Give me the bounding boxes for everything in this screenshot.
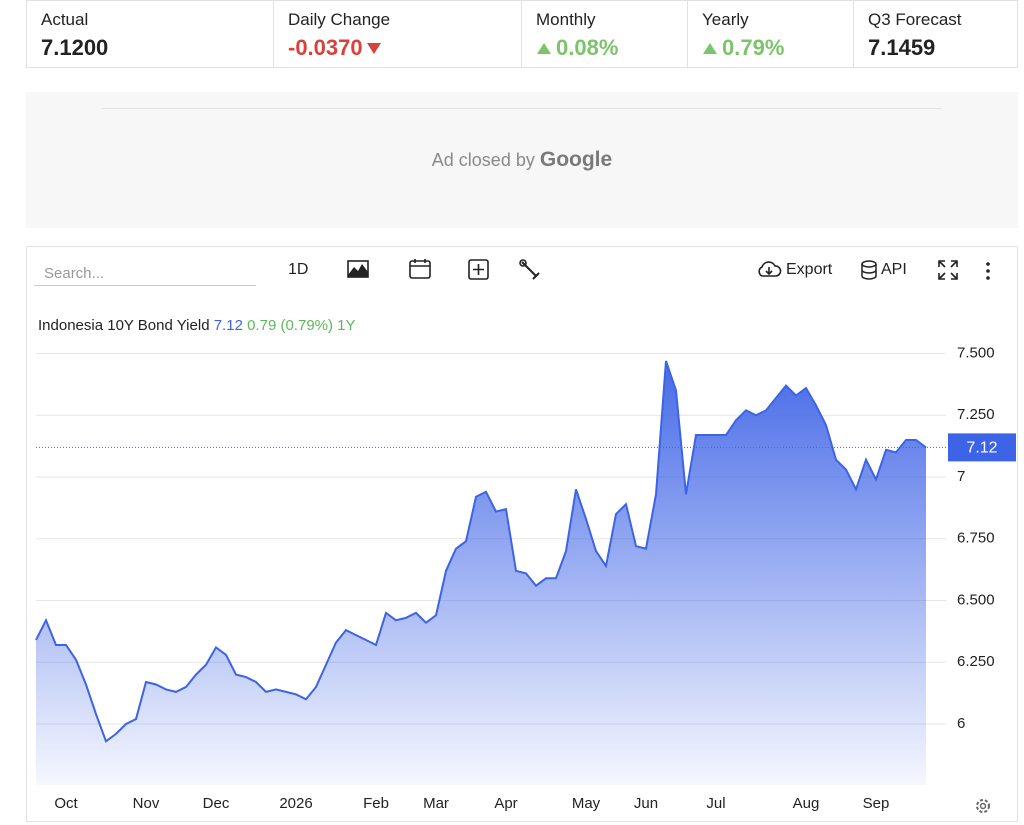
ad-divider [102, 108, 942, 109]
stat-daily: Daily Change -0.0370 [273, 0, 522, 68]
stat-label: Q3 Forecast [868, 10, 962, 29]
stat-actual: Actual 7.1200 [26, 0, 274, 68]
stat-value: 0.08% [556, 35, 619, 60]
api-icon[interactable] [859, 259, 879, 281]
stat-value: 7.1200 [41, 35, 109, 60]
more-icon[interactable] [980, 260, 996, 282]
ad-text-row: Ad closed by Google [26, 148, 1018, 172]
stat-monthly: Monthly 0.08% [521, 0, 688, 68]
chart-container [26, 246, 1018, 822]
up-arrow [537, 43, 551, 54]
interval-button[interactable]: 1D [288, 261, 309, 278]
calendar-icon[interactable] [408, 257, 432, 281]
stat-label: Daily Change [288, 10, 391, 29]
up-arrow [703, 43, 717, 54]
ad-box: Ad closed by Google [26, 92, 1018, 228]
stat-value: 0.79% [722, 35, 785, 60]
ad-brand: Google [539, 148, 613, 171]
add-indicator-icon[interactable] [467, 258, 491, 282]
down-arrow [366, 43, 381, 54]
stat-value-row: 0.79% [702, 35, 839, 61]
stat-forecast: Q3 Forecast 7.1459 [853, 0, 1018, 68]
search-input[interactable]: Search... [34, 262, 256, 286]
chart-type-icon[interactable] [346, 258, 370, 280]
stat-value-row: 0.08% [536, 35, 673, 61]
export-icon[interactable] [756, 259, 782, 281]
fullscreen-icon[interactable] [936, 258, 960, 282]
export-button[interactable]: Export [786, 261, 833, 278]
gear-icon[interactable] [972, 795, 994, 817]
stat-label: Yearly [702, 10, 749, 29]
settings-wrench-icon[interactable] [518, 258, 542, 282]
stat-value-row: -0.0370 [288, 35, 507, 61]
stat-yearly: Yearly 0.79% [687, 0, 854, 68]
api-button[interactable]: API [881, 261, 907, 278]
stat-label: Actual [41, 10, 89, 29]
ad-text: Ad closed by [431, 150, 535, 170]
stat-label: Monthly [536, 10, 596, 29]
stat-value: 7.1459 [868, 35, 936, 60]
stat-value: -0.0370 [288, 35, 363, 60]
